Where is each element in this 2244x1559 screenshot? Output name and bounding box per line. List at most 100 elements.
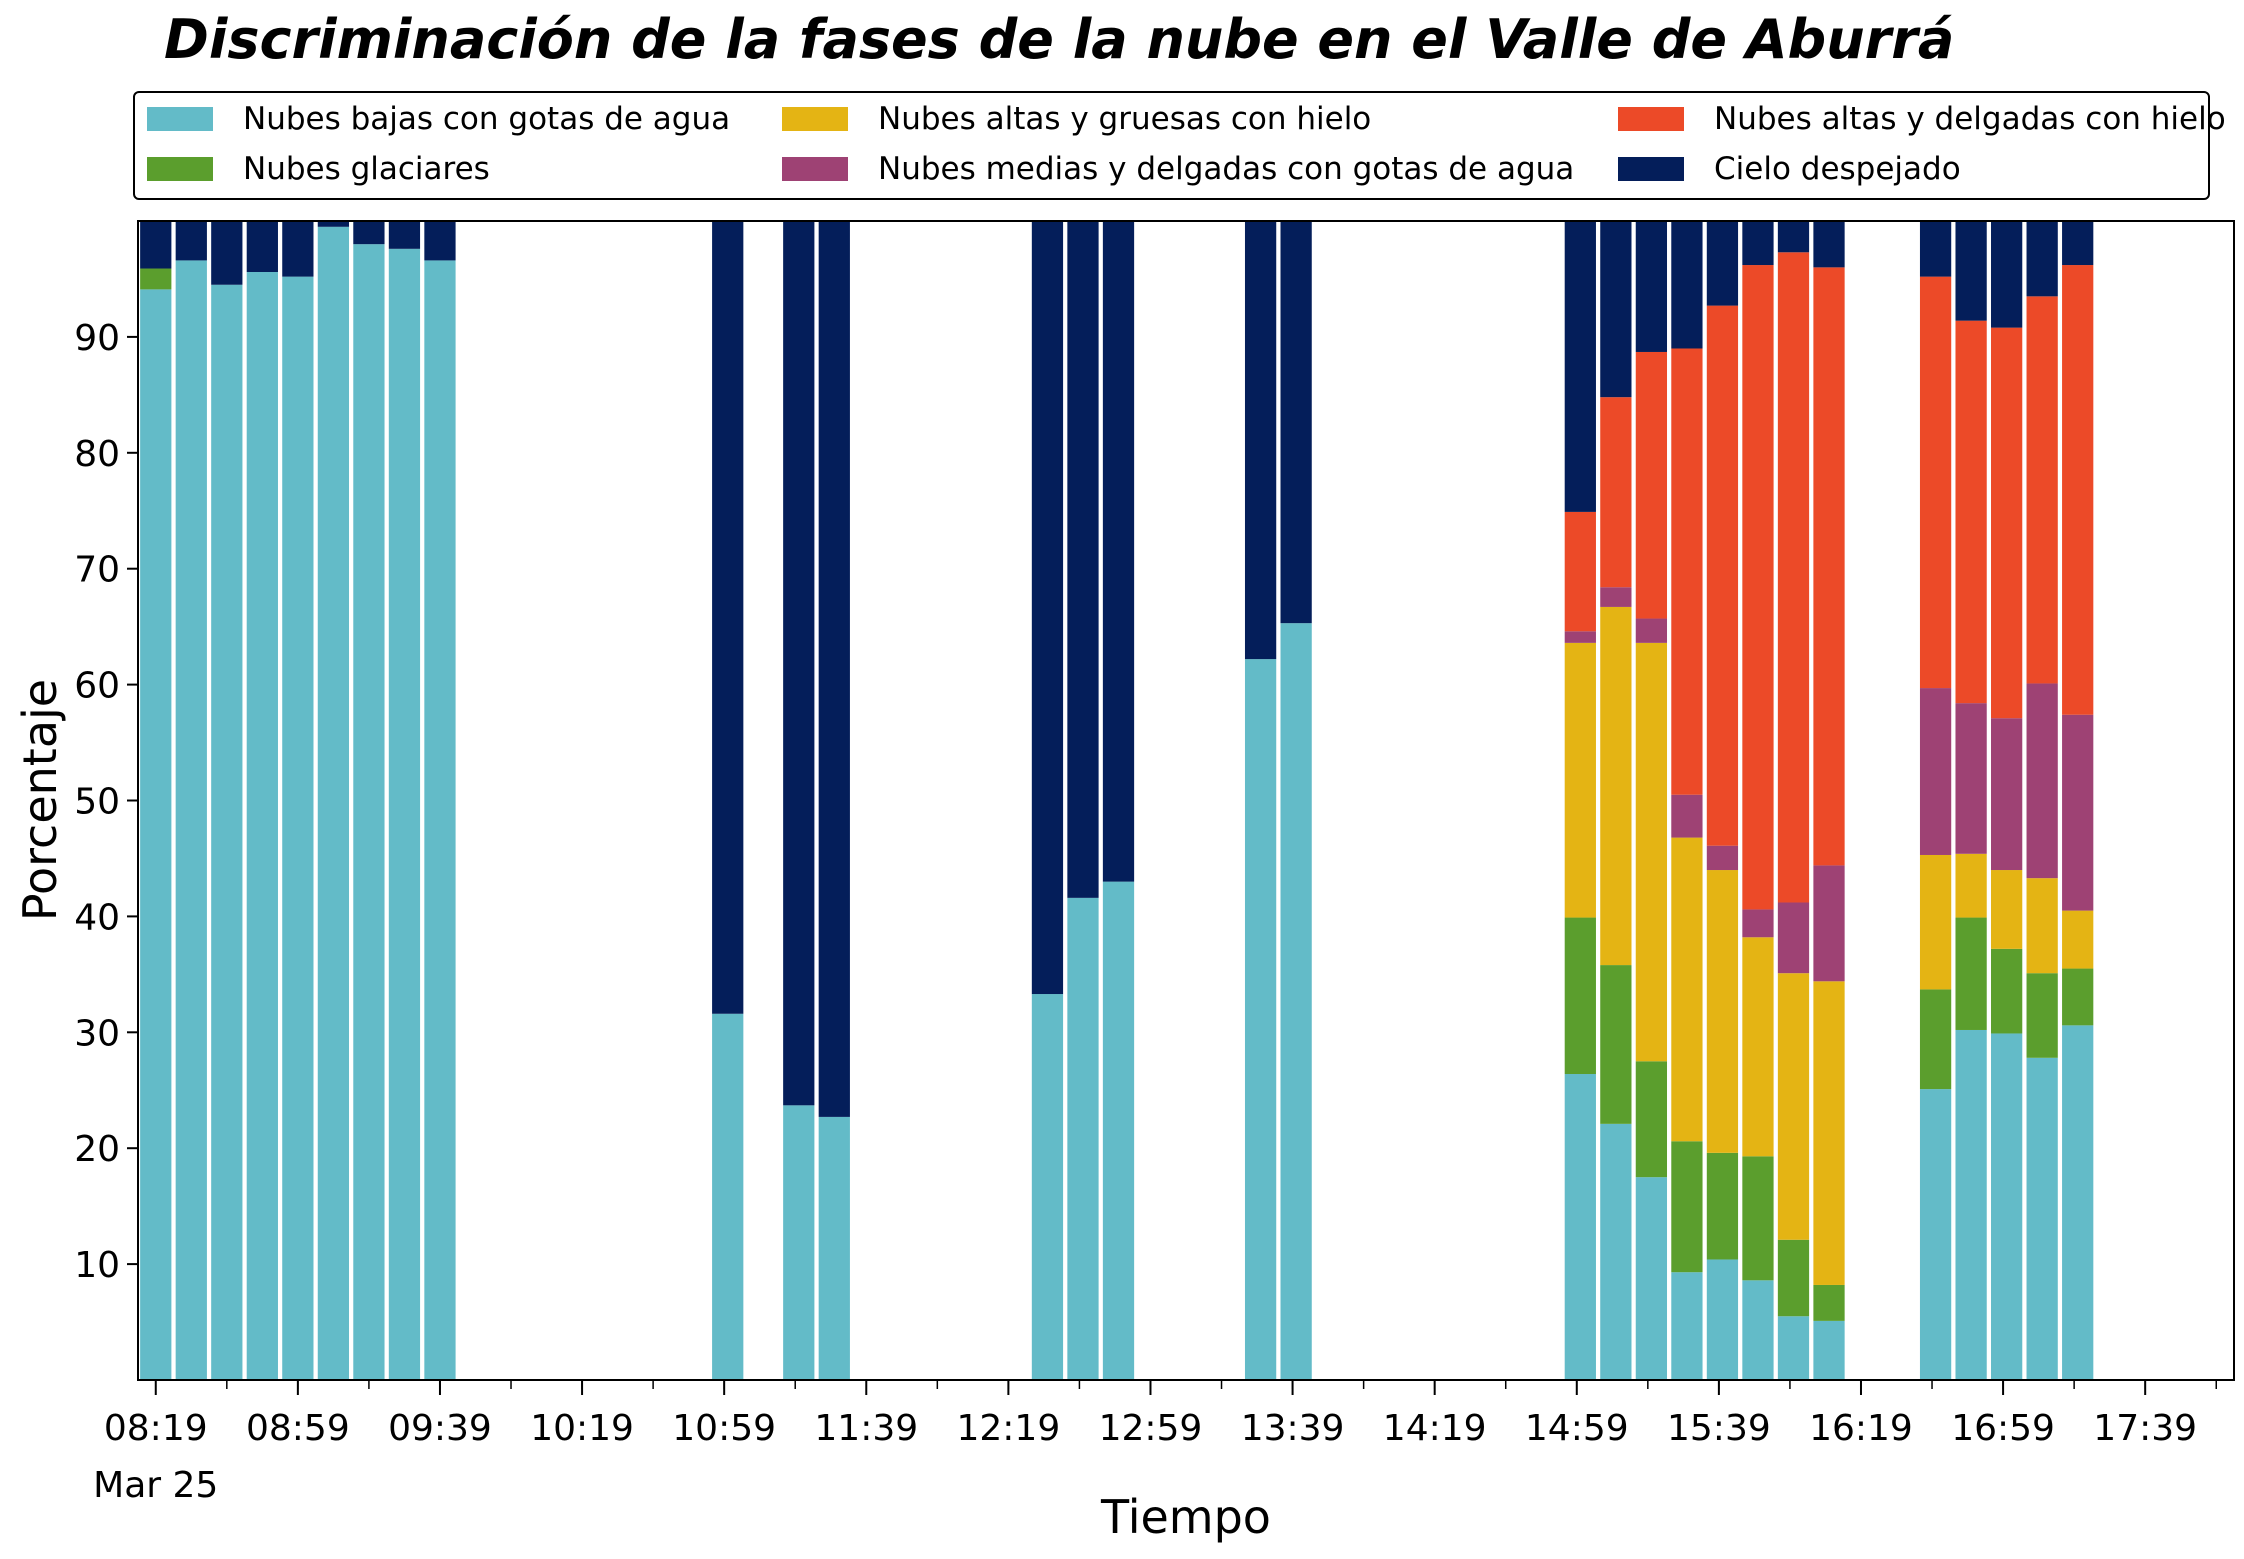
- x-tick-label: 14:59: [1525, 1408, 1629, 1449]
- chart-title: Discriminación de la fases de la nube en…: [164, 8, 1955, 71]
- bar-segment: [1919, 989, 1952, 1090]
- bar-segment: [1991, 870, 2023, 949]
- bar-segment: [1742, 1156, 1774, 1281]
- bar-segment: [1991, 1033, 2023, 1380]
- bar-segment: [1955, 221, 1987, 321]
- bar-segment: [1955, 917, 1987, 1030]
- bar-segment: [1635, 221, 1668, 352]
- bar-segment: [1706, 1152, 1739, 1260]
- bar-segment: [353, 221, 385, 245]
- bar-segment: [783, 221, 815, 1106]
- bar-segment: [1777, 1239, 1810, 1317]
- bar-segment: [1031, 994, 1064, 1380]
- bar-segment: [1564, 642, 1596, 918]
- bar-segment: [1635, 351, 1668, 619]
- bar-segment: [317, 226, 350, 1380]
- legend-item: Nubes glaciares: [147, 149, 490, 189]
- bar-segment: [1919, 688, 1952, 855]
- bar-segment: [2062, 714, 2094, 911]
- bar-segment: [1600, 606, 1632, 966]
- bar-segment: [1635, 642, 1668, 1062]
- bar-segment: [1919, 276, 1952, 689]
- bar-segment: [2062, 221, 2094, 266]
- bar-segment: [1671, 348, 1703, 795]
- bar-segment: [2026, 973, 2058, 1058]
- bar-segment: [1955, 1029, 1987, 1380]
- bar-segment: [388, 248, 421, 1380]
- bar-segment: [818, 1116, 850, 1380]
- bar-segment: [2026, 296, 2058, 684]
- bar-segment: [1777, 1316, 1810, 1380]
- bar-segment: [818, 221, 850, 1117]
- x-tick-label: 11:39: [814, 1408, 918, 1449]
- x-tick-label: 15:39: [1667, 1408, 1771, 1449]
- x-tick-label: 14:19: [1383, 1408, 1487, 1449]
- legend-swatch: [1618, 157, 1684, 181]
- bar-segment: [1919, 221, 1952, 277]
- y-tick-label: 10: [74, 1245, 120, 1286]
- bar-segment: [1031, 221, 1064, 995]
- bar-segment: [712, 221, 744, 1014]
- bar-segment: [1777, 902, 1810, 974]
- bar-segment: [1280, 221, 1312, 624]
- bar-segment: [1671, 221, 1703, 349]
- bar-segment: [1671, 794, 1703, 838]
- bar-segment: [1600, 965, 1632, 1124]
- x-tick-label: 08:59: [246, 1408, 350, 1449]
- bar-segment: [246, 272, 278, 1380]
- y-tick-label: 40: [74, 897, 120, 938]
- bar-segment: [140, 221, 172, 269]
- y-tick-label: 80: [74, 434, 120, 475]
- x-tick-sublabel: Mar 25: [93, 1465, 218, 1506]
- bar-segment: [2062, 1025, 2094, 1380]
- x-tick-label: 16:19: [1809, 1408, 1913, 1449]
- bar-segment: [1635, 1177, 1668, 1380]
- x-tick-label: 16:59: [1951, 1408, 2055, 1449]
- bar-segment: [1671, 1141, 1703, 1273]
- bar-segment: [1564, 1074, 1596, 1380]
- bar-segment: [1706, 845, 1739, 871]
- bar-segment: [1813, 1284, 1845, 1321]
- bar-segment: [246, 221, 278, 272]
- legend-label: Nubes bajas con gotas de agua: [243, 101, 731, 137]
- bar-segment: [1813, 1320, 1845, 1380]
- legend-swatch: [782, 157, 848, 181]
- bar-segment: [783, 1105, 815, 1380]
- y-tick-label: 90: [74, 318, 120, 359]
- bar-segment: [1777, 973, 1810, 1240]
- legend-label: Nubes altas y delgadas con hielo: [1714, 101, 2226, 137]
- bar-segment: [140, 268, 172, 290]
- legend-label: Cielo despejado: [1714, 151, 1961, 187]
- bar-segment: [1742, 1280, 1774, 1380]
- bar-segment: [1955, 703, 1987, 854]
- bar-segment: [1706, 870, 1739, 1153]
- legend-item: Nubes altas y gruesas con hielo: [782, 99, 1371, 139]
- bar-segment: [317, 221, 350, 227]
- bar-segment: [1955, 853, 1987, 918]
- bar-segment: [1991, 327, 2023, 719]
- bar-segment: [2062, 265, 2094, 715]
- bar-segment: [1706, 221, 1739, 306]
- bar-segment: [1564, 221, 1596, 512]
- y-tick-label: 50: [74, 782, 120, 823]
- x-tick-label: 10:59: [672, 1408, 776, 1449]
- legend-item: Nubes altas y delgadas con hielo: [1618, 99, 2226, 139]
- legend-swatch: [147, 107, 213, 131]
- x-tick-label: 12:59: [1099, 1408, 1203, 1449]
- bar-segment: [1742, 909, 1774, 938]
- bar-segment: [211, 284, 243, 1380]
- bar-segment: [1777, 252, 1810, 903]
- bar-segment: [1102, 881, 1135, 1380]
- bar-segment: [2026, 683, 2058, 879]
- bar-segment: [424, 221, 456, 261]
- y-axis-label: Porcentaje: [13, 679, 67, 921]
- legend-label: Nubes medias y delgadas con gotas de agu…: [878, 151, 1575, 187]
- bar-segment: [1067, 221, 1099, 898]
- bar-segment: [175, 221, 207, 261]
- bar-segment: [1706, 305, 1739, 846]
- legend-item: Cielo despejado: [1618, 149, 1961, 189]
- bar-segment: [712, 1013, 744, 1380]
- bar-segment: [1564, 917, 1596, 1075]
- x-tick-label: 17:39: [2093, 1408, 2197, 1449]
